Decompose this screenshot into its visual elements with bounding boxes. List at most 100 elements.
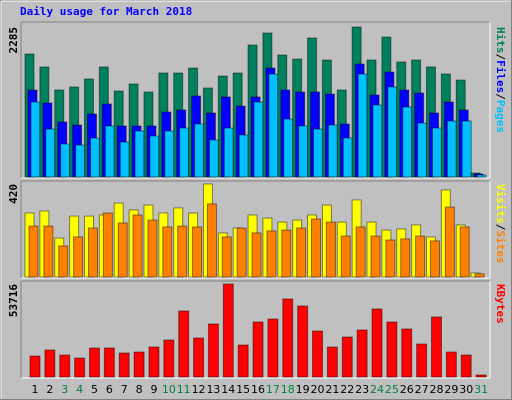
bar — [88, 347, 100, 378]
bar — [119, 141, 130, 178]
x-tick-label: 20 — [311, 383, 325, 396]
x-tick-label: 23 — [355, 383, 369, 396]
bar — [298, 125, 309, 178]
bar — [236, 227, 247, 278]
bar — [342, 137, 353, 178]
bar — [370, 235, 381, 278]
bar — [313, 128, 324, 178]
bar — [445, 351, 457, 378]
bar — [372, 104, 383, 178]
x-tick-label: 24 — [370, 383, 384, 396]
bar — [446, 120, 457, 178]
bar — [118, 352, 130, 378]
bar — [223, 127, 234, 178]
bar — [222, 283, 234, 378]
y-tick-label: 420 — [7, 184, 20, 204]
bar — [401, 328, 413, 378]
x-tick-label: 25 — [385, 383, 399, 396]
legend-entry: Files — [494, 60, 507, 93]
bar — [179, 127, 190, 178]
bar — [283, 118, 294, 178]
bar — [134, 130, 145, 178]
bar — [28, 225, 39, 278]
bar — [430, 316, 442, 378]
bar — [103, 347, 115, 378]
x-tick-label: 2 — [46, 383, 53, 396]
x-tick-label: 10 — [162, 383, 176, 396]
bar — [194, 123, 205, 178]
legend-entry: Hits — [494, 27, 507, 54]
x-tick-label: 31 — [474, 383, 488, 396]
bar — [474, 273, 485, 278]
bar — [177, 225, 188, 278]
bar — [459, 226, 470, 278]
bar — [417, 122, 428, 178]
bar — [355, 226, 366, 278]
bar — [341, 336, 353, 378]
x-tick-label: 5 — [91, 383, 98, 396]
bar — [266, 230, 277, 278]
bar — [267, 318, 279, 378]
bar — [163, 339, 175, 378]
x-tick-label: 1 — [32, 383, 39, 396]
x-tick-label: 11 — [177, 383, 191, 396]
bar — [327, 124, 338, 178]
x-tick-label: 27 — [415, 383, 429, 396]
y-tick-label: 53716 — [7, 284, 20, 317]
bar — [268, 73, 279, 178]
bar — [87, 227, 98, 278]
x-tick-label: 28 — [429, 383, 443, 396]
x-tick-label: 18 — [281, 383, 295, 396]
bar — [221, 236, 232, 278]
x-tick-label: 12 — [192, 383, 206, 396]
bar — [475, 374, 487, 378]
bar — [148, 346, 160, 378]
bar — [431, 127, 442, 178]
bar — [45, 128, 56, 178]
x-tick-label: 9 — [150, 383, 157, 396]
bar — [340, 235, 351, 278]
bar — [193, 337, 205, 378]
x-tick-label: 17 — [266, 383, 280, 396]
bar — [326, 346, 338, 378]
bar — [73, 236, 84, 278]
x-tick-label: 30 — [459, 383, 473, 396]
x-tick-label: 21 — [325, 383, 339, 396]
bar — [357, 73, 368, 178]
bar — [429, 240, 440, 278]
bar — [386, 321, 398, 378]
bar — [149, 135, 160, 178]
bar — [238, 134, 249, 178]
bar — [297, 305, 309, 378]
legend-entry: Pages — [494, 100, 507, 133]
bar — [162, 226, 173, 278]
bar — [296, 227, 307, 278]
bar — [133, 351, 145, 378]
bar — [444, 206, 455, 278]
bar — [460, 354, 472, 378]
x-tick-label: 8 — [136, 383, 143, 396]
bar — [253, 101, 264, 178]
x-tick-label: 19 — [296, 383, 310, 396]
bar — [402, 106, 413, 178]
bar — [416, 343, 428, 378]
x-tick-label: 16 — [251, 383, 265, 396]
bar — [117, 222, 128, 278]
chart-title: Daily usage for March 2018 — [20, 5, 192, 18]
legend-entry: Visits — [494, 184, 507, 224]
bar — [415, 235, 426, 278]
bar — [59, 354, 71, 378]
bar — [43, 225, 54, 278]
legend: KBytes — [494, 284, 507, 324]
bar — [89, 137, 100, 178]
bar — [325, 221, 336, 278]
x-tick-label: 15 — [236, 383, 250, 396]
y-tick-label: 2285 — [7, 27, 20, 54]
bar — [371, 308, 383, 378]
bar — [311, 218, 322, 278]
legend-separator: / — [494, 54, 507, 61]
bar — [281, 229, 292, 278]
bar — [58, 245, 69, 278]
bar — [74, 357, 86, 378]
